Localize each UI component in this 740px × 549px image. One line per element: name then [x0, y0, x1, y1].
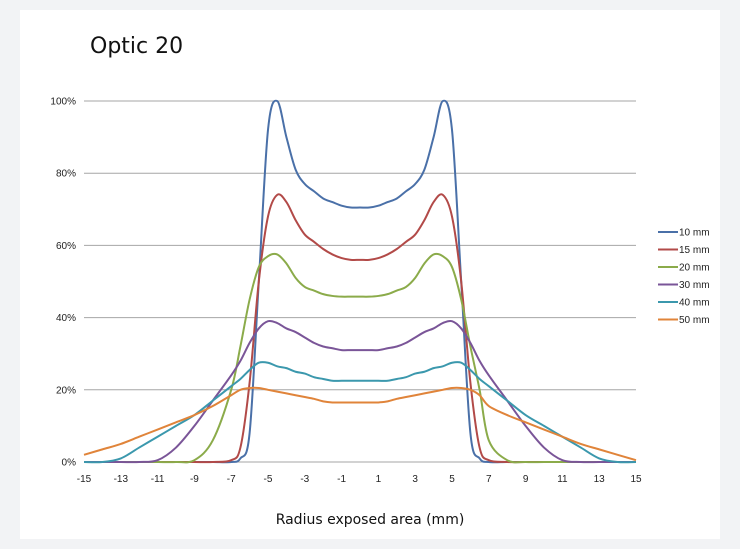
series-line-10mm [84, 99, 636, 464]
x-tick-label: 15 [630, 474, 642, 485]
series-line-40mm [83, 361, 637, 464]
x-tick-label: -11 [151, 474, 165, 485]
y-axis-ticks: 0% 20% 40% 60% 80% 100% [50, 97, 76, 469]
y-tick-label: 0% [62, 458, 77, 469]
x-tick-label: -13 [114, 474, 129, 485]
chart-title: Optic 20 [90, 34, 184, 59]
x-tick-label: -5 [264, 474, 273, 485]
y-tick-label: 40% [56, 313, 76, 324]
chart-card: Optic 20 0% 20% 40% 60% 80% 100% -15 -13 -11 -9-… [20, 10, 720, 539]
x-tick-label: -9 [190, 474, 199, 485]
gridlines [84, 100, 636, 463]
x-tick-label: 1 [376, 474, 382, 485]
x-tick-label: 3 [412, 474, 418, 485]
x-tick-label: -7 [227, 474, 236, 485]
legend-label: 30 mm [679, 280, 710, 291]
series-lines [83, 99, 637, 464]
legend-label: 50 mm [679, 315, 710, 326]
legend-label: 15 mm [679, 245, 710, 256]
legend-label: 20 mm [679, 263, 710, 274]
series-line-20mm [84, 252, 636, 464]
y-tick-label: 20% [56, 385, 76, 396]
x-tick-label: 11 [557, 474, 568, 485]
y-tick-label: 60% [56, 241, 76, 252]
x-tick-label: 9 [523, 474, 529, 485]
legend-label: 40 mm [679, 298, 710, 309]
x-tick-label: -15 [77, 474, 92, 485]
x-tick-label: -1 [337, 474, 346, 485]
legend: 10 mm 15 mm 20 mm 30 mm 40 mm 50 mm [658, 228, 710, 326]
y-tick-label: 80% [56, 169, 76, 180]
x-tick-label: -3 [300, 474, 309, 485]
x-axis-ticks: -15 -13 -11 -9 -7 -5 -3 -1 1 3 5 7 9 11 13 15 [77, 474, 642, 485]
legend-label: 10 mm [679, 228, 710, 239]
x-tick-label: 7 [486, 474, 492, 485]
x-tick-label: 13 [594, 474, 606, 485]
series-line-30mm [84, 319, 636, 464]
series-line-50mm [83, 386, 637, 462]
y-tick-label: 100% [50, 97, 76, 108]
x-axis-label: Radius exposed area (mm) [275, 512, 465, 528]
x-tick-label: 5 [449, 474, 455, 485]
line-chart: 0%20%40%60%80%100% -15 -13 -11 -9 -7 -5 -3 -1 1 3… [50, 97, 710, 486]
series-line-15mm [84, 193, 636, 464]
